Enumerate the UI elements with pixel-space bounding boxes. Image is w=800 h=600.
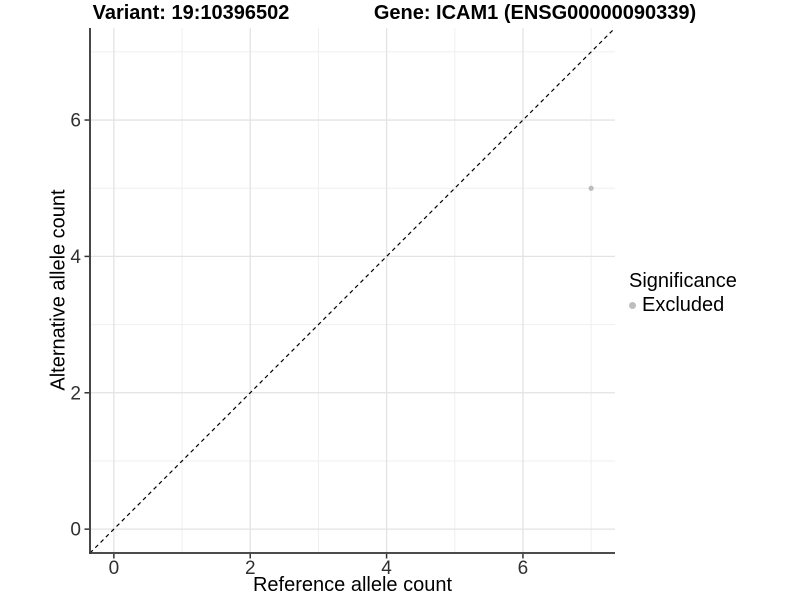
- identity-line: [89, 27, 616, 554]
- y-tick-label: 2: [70, 383, 81, 404]
- y-tick-label: 0: [70, 520, 81, 541]
- legend: Significance Excluded: [629, 270, 737, 316]
- y-tick-label: 4: [70, 247, 81, 268]
- y-axis-title: Alternative allele count: [47, 189, 70, 391]
- data-point: [588, 185, 594, 191]
- x-tick-label: 2: [245, 558, 256, 579]
- y-tick-label: 6: [70, 111, 81, 132]
- gene-title: Gene: ICAM1 (ENSG00000090339): [373, 2, 697, 24]
- x-tick-label: 6: [518, 558, 529, 579]
- legend-item-excluded: Excluded: [629, 294, 737, 316]
- legend-title: Significance: [629, 270, 737, 292]
- x-tick-label: 0: [109, 558, 120, 579]
- legend-item-label: Excluded: [642, 294, 725, 316]
- x-axis-title: Reference allele count: [252, 574, 452, 596]
- legend-point-icon: [629, 301, 636, 309]
- variant-title: Variant: 19:10396502: [92, 2, 290, 24]
- x-tick-label: 4: [381, 558, 392, 579]
